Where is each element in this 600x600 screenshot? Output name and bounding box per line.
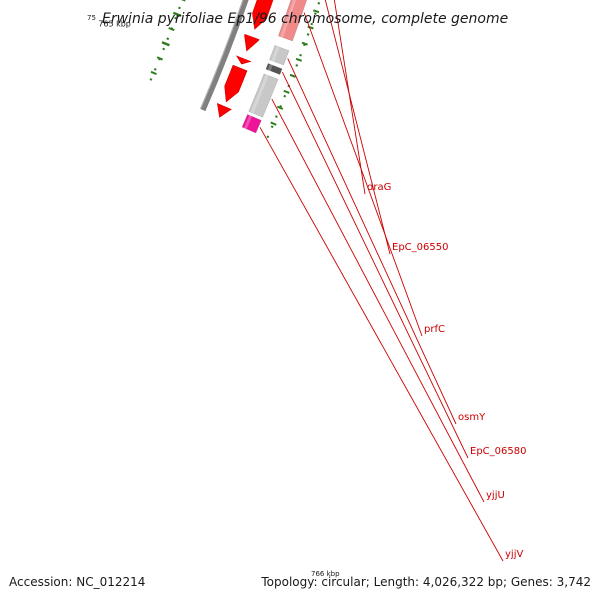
gene-label: EpC_06550 <box>392 242 448 253</box>
ruler-minor-tick <box>276 105 284 110</box>
ruler-minor-tick <box>270 121 277 126</box>
ruler-minor-tick <box>168 27 175 32</box>
map-title: Erwinia pyrifoliae Ep1/96 chromosome, co… <box>102 11 508 27</box>
gene-label: yjjV <box>505 549 523 560</box>
gene-block-shine <box>271 46 280 62</box>
backbone-line <box>200 0 249 112</box>
ruler-minor-tick <box>180 0 186 2</box>
gene-leader-line <box>287 58 457 425</box>
gene-label: yjjU <box>486 490 505 501</box>
ruler-major-tick <box>172 11 182 17</box>
ruler-minor-tick <box>307 25 314 30</box>
ruler-minor-tick <box>289 73 296 78</box>
cds-arrow <box>235 55 252 65</box>
gene-block-shine <box>267 64 273 71</box>
kbp-ruler: 758 kbp759 kbp760 kbp761 kbp762 kbp763 k… <box>98 0 321 139</box>
gene-label: osmY <box>458 412 486 423</box>
gene-track <box>241 0 308 134</box>
ruler-minor-tick <box>312 9 320 14</box>
gene-leader-line <box>281 72 469 459</box>
ruler-minor-tick <box>150 70 157 76</box>
cds-arrow <box>224 64 248 103</box>
cut-tick-label-top: 75 <box>87 14 96 22</box>
gene-block <box>277 0 308 42</box>
ruler-minor-tick <box>156 56 163 61</box>
gene-leader-line <box>303 12 423 337</box>
cds-arrow <box>216 102 232 118</box>
gene-leader-line <box>271 98 485 503</box>
gene-block-shine <box>243 115 253 130</box>
cds-track <box>216 0 274 118</box>
gene-block <box>269 45 290 66</box>
cds-arrow <box>244 33 260 52</box>
gene-label: prfC <box>424 324 445 335</box>
gene-labels: draG EpC_06550 prfC osmY EpC_06580 yjjU yjjV <box>259 0 526 562</box>
gene-block-shine <box>250 74 269 114</box>
cds-arrow <box>252 0 274 30</box>
chromosome-backbone <box>199 0 249 112</box>
gene-block <box>248 73 279 118</box>
ruler-major-tick <box>161 41 170 47</box>
ruler-minor-tick <box>301 41 308 46</box>
gene-leader-line <box>333 0 366 195</box>
ruler-minor-tick <box>295 57 303 62</box>
ruler-minor-tick <box>283 89 290 94</box>
accession-label: Accession: NC_012214 <box>9 575 145 589</box>
gene-leader-line <box>324 0 391 255</box>
gene-label: draG <box>367 182 391 193</box>
backbone-highlight <box>199 0 244 110</box>
ruler-tick-label: 765 kbp <box>98 19 131 28</box>
gene-block <box>241 114 262 134</box>
gene-label: EpC_06580 <box>470 446 526 457</box>
genome-summary: Topology: circular; Length: 4,026,322 bp… <box>260 575 591 589</box>
cut-tick-label-bottom: 766 kbp <box>311 570 340 578</box>
gene-block-shine <box>280 0 297 38</box>
gene-block <box>265 63 283 75</box>
gene-leader-line <box>259 127 504 562</box>
